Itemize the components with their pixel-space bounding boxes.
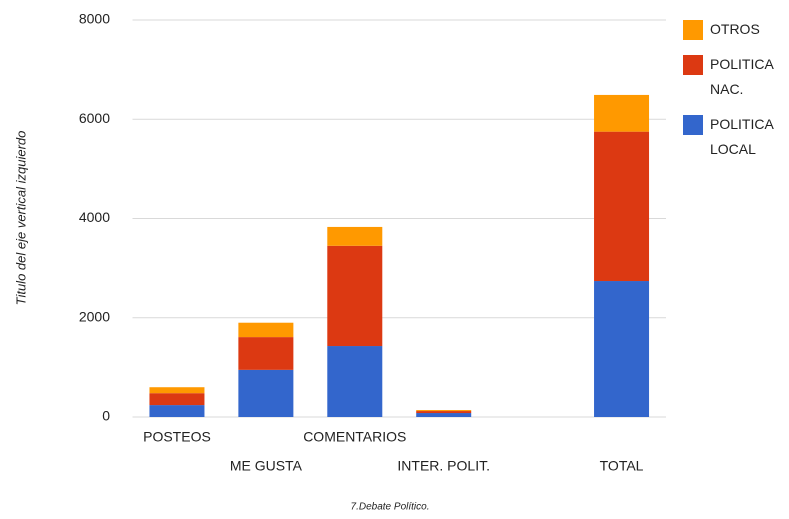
y-tick-label: 4000 [79, 209, 110, 225]
legend-swatch [683, 20, 703, 40]
y-tick-label: 2000 [79, 308, 110, 324]
chart-title: 7.Debate Político. [351, 502, 430, 513]
legend-swatch [683, 115, 703, 135]
legend-label: POLITICA NAC. [710, 56, 777, 97]
bar-segment [149, 393, 205, 406]
bar-segment [416, 410, 472, 412]
y-tick-label: 8000 [79, 11, 110, 27]
x-tick-label: POSTEOS [143, 429, 211, 445]
y-tick-label: 6000 [79, 110, 110, 126]
x-tick-label: ME GUSTA [230, 458, 303, 474]
x-tick-label: TOTAL [600, 458, 644, 474]
x-tick-label: INTER. POLIT. [397, 458, 490, 474]
bar-segment [594, 131, 650, 282]
legend-label: OTROS [710, 21, 760, 37]
legend-label: POLITICA LOCAL [710, 116, 777, 157]
bar-segment [594, 281, 650, 417]
y-tick-label: 0 [102, 408, 110, 424]
bar-segment [327, 245, 383, 347]
bar-segment [416, 413, 472, 417]
legend-swatch [683, 55, 703, 75]
bar-segment [327, 346, 383, 417]
bar-segment [327, 226, 383, 246]
bar-segment [594, 94, 650, 132]
bar-segment [238, 322, 294, 338]
bar-segment [238, 369, 294, 417]
bar-segment [149, 387, 205, 394]
bar-segment [149, 405, 205, 417]
y-axis-label: Titulo del eje vertical izquierdo [13, 131, 28, 306]
bar-segment [238, 337, 294, 370]
x-tick-label: COMENTARIOS [303, 429, 406, 445]
bar-segment [416, 411, 472, 414]
